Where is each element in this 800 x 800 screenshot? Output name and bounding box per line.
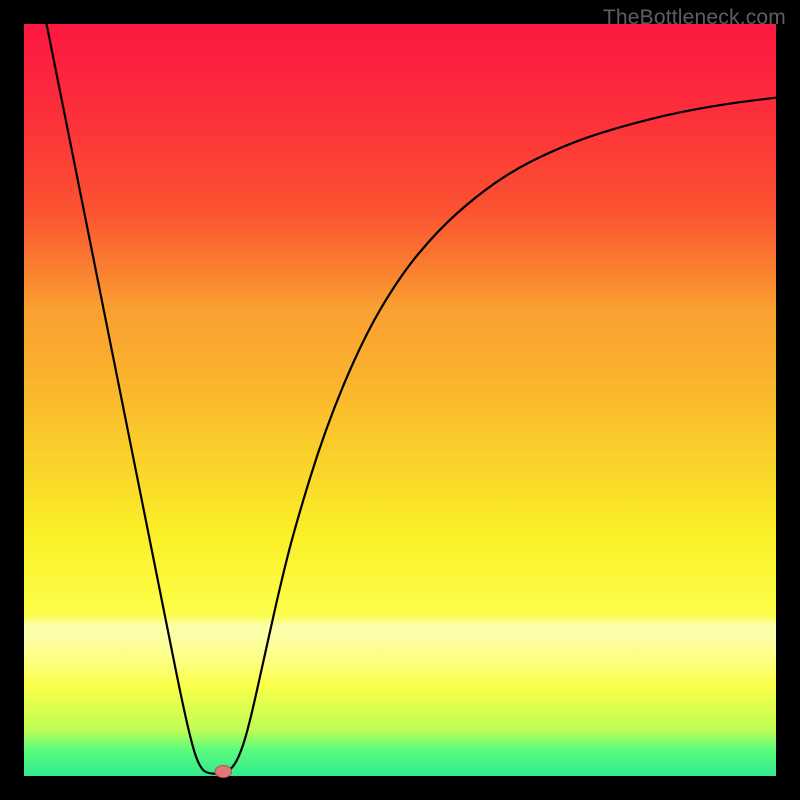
plot-background — [24, 24, 776, 776]
optimal-point-marker — [215, 765, 232, 777]
chart-canvas: TheBottleneck.com — [0, 0, 800, 800]
bottleneck-chart — [0, 0, 800, 800]
watermark-text: TheBottleneck.com — [603, 6, 786, 30]
